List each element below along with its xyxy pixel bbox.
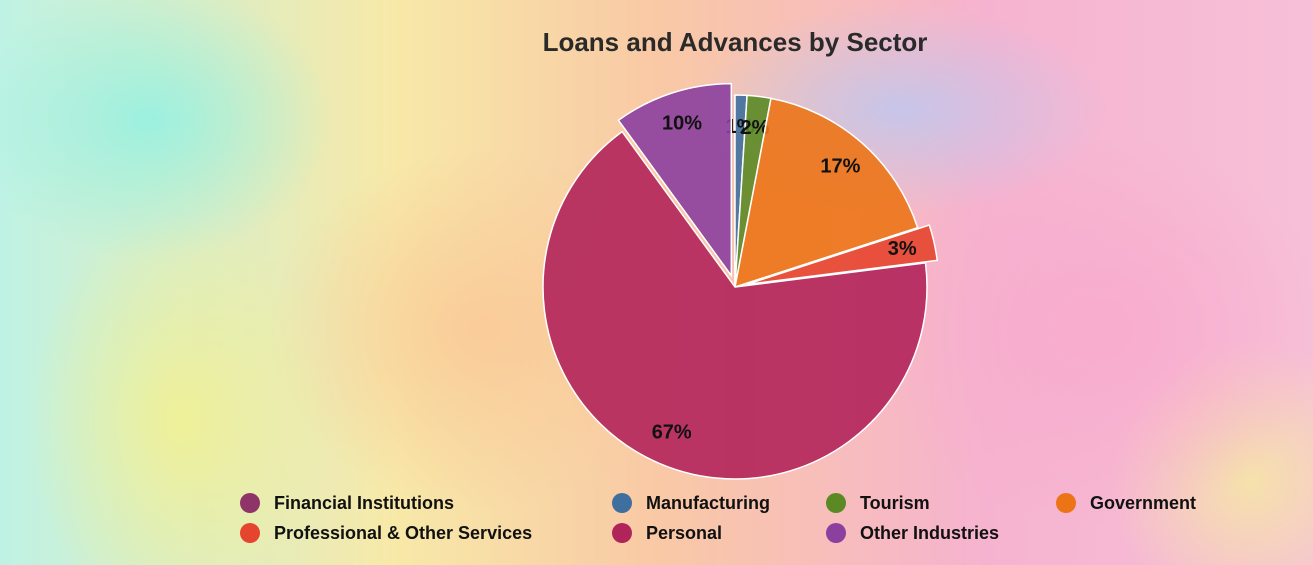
legend-label: Financial Institutions xyxy=(274,493,454,513)
value-label: 17% xyxy=(820,156,860,178)
legend-swatch xyxy=(240,493,260,513)
legend-swatch xyxy=(612,523,632,543)
legend-label: Tourism xyxy=(860,493,930,513)
legend-swatch xyxy=(1056,493,1076,513)
legend-swatch xyxy=(612,493,632,513)
value-label: 10% xyxy=(662,112,702,134)
value-label: 3% xyxy=(888,238,917,260)
legend-swatch xyxy=(826,523,846,543)
legend-label: Government xyxy=(1090,493,1196,513)
value-label: 67% xyxy=(652,422,692,444)
legend-label: Personal xyxy=(646,523,722,543)
pie-slice xyxy=(734,97,919,289)
legend-label: Other Industries xyxy=(860,523,999,543)
value-label: 2% xyxy=(741,117,770,139)
legend-label: Manufacturing xyxy=(646,493,770,513)
pie-slice xyxy=(617,82,733,278)
legend-swatch xyxy=(826,493,846,513)
pie-slice xyxy=(542,130,928,480)
legend-label: Professional & Other Services xyxy=(274,523,532,543)
pie-slice xyxy=(746,224,939,286)
chart-title: Loans and Advances by Sector xyxy=(543,27,928,57)
legend-swatch xyxy=(240,523,260,543)
